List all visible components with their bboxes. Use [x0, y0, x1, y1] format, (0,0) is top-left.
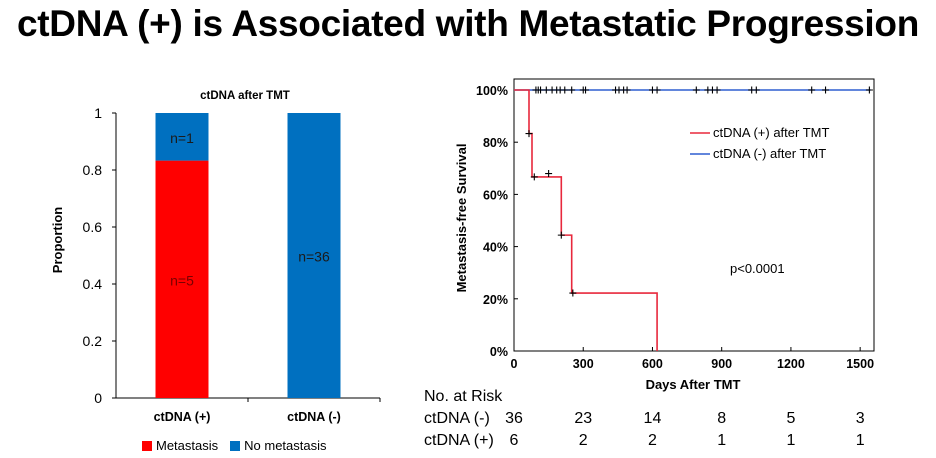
km-x-tick-label: 600 [642, 357, 663, 371]
km-censor-mark [808, 86, 816, 94]
km-censor-mark [561, 86, 569, 94]
km-line-ctdna-pos [514, 89, 658, 351]
km-x-tick-label: 900 [711, 357, 732, 371]
km-y-axis-label: Metastasis-free Survival [454, 144, 469, 293]
bar-y-axis-label: Proportion [50, 207, 65, 273]
km-censor-mark [545, 170, 553, 178]
bar-chart: ctDNA after TMT Proportion 0 0.2 0.4 0.6 0.8… [50, 90, 381, 424]
legend-item-no-metastasis: No metastasis [230, 438, 327, 453]
km-censor-mark [822, 86, 830, 94]
bar-data-label: n=1 [170, 130, 194, 146]
km-censor-mark [582, 86, 590, 94]
risk-row-label-neg: ctDNA (-) [424, 410, 490, 427]
legend-swatch-no-metastasis [230, 440, 241, 451]
risk-count: 1 [786, 432, 796, 449]
km-censor-mark [557, 231, 565, 239]
km-censor-mark [865, 86, 873, 94]
risk-count: 1 [855, 432, 865, 449]
km-y-tick-label: 0% [490, 345, 508, 359]
km-y-tick-label: 20% [483, 293, 508, 307]
km-y-tick-label: 80% [483, 136, 508, 150]
km-y-tick-label: 100% [476, 84, 508, 98]
km-x-axis-label: Days After TMT [646, 377, 741, 392]
km-censor-mark [525, 130, 533, 138]
bar-category-label: ctDNA (+) [154, 410, 211, 424]
risk-count: 8 [717, 410, 727, 427]
risk-row-label-pos: ctDNA (+) [424, 432, 494, 449]
bar-y-tick-label: 0.6 [83, 219, 103, 235]
km-y-tick-label: 60% [483, 188, 508, 202]
bar-data-label: n=36 [298, 249, 330, 265]
risk-count: 1 [717, 432, 727, 449]
risk-count: 6 [509, 432, 519, 449]
km-chart: Metastasis-free Survival Days After TMT … [454, 78, 875, 392]
bar-segment-no-metastasis [287, 113, 341, 398]
p-value-annotation: p<0.0001 [730, 261, 785, 276]
km-censor-mark [569, 289, 577, 297]
km-legend: ctDNA (+) after TMT ctDNA (-) after TMT [690, 125, 829, 161]
bar-chart-legend: Metastasis No metastasis [142, 438, 339, 453]
km-censor-mark [692, 86, 700, 94]
risk-count: 5 [786, 410, 796, 427]
bar-data-label: n=5 [170, 272, 194, 288]
risk-count: 2 [648, 432, 657, 449]
risk-count: 36 [505, 410, 523, 427]
legend-swatch-metastasis [142, 440, 152, 451]
risk-count: 3 [855, 410, 865, 427]
bar-y-tick-label: 0.4 [83, 276, 103, 292]
legend-label-ctdna-neg: ctDNA (-) after TMT [713, 146, 826, 161]
km-censor-mark [530, 173, 538, 181]
risk-count: 2 [578, 432, 588, 449]
km-censor-mark [653, 86, 661, 94]
legend-label-ctdna-pos: ctDNA (+) after TMT [713, 125, 829, 140]
bar-chart-title: ctDNA after TMT [200, 90, 290, 102]
risk-count: 14 [643, 410, 662, 427]
km-censor-mark [623, 86, 631, 94]
slide-title: ctDNA (+) is Associated with Metastatic … [16, 3, 920, 44]
km-censor-mark [568, 86, 576, 94]
km-x-tick-label: 0 [511, 357, 518, 371]
legend-label-metastasis: Metastasis [156, 438, 219, 453]
km-x-tick-label: 1200 [777, 357, 805, 371]
legend-label-no-metastasis: No metastasis [244, 438, 327, 453]
bar-segment-no-metastasis [155, 113, 209, 161]
km-x-tick-label: 1500 [846, 357, 874, 371]
legend-item-metastasis: Metastasis [142, 438, 218, 453]
km-y-tick-label: 40% [483, 241, 508, 255]
bar-y-tick-label: 0 [94, 390, 102, 406]
km-x-tick-label: 300 [573, 357, 594, 371]
km-censor-mark [752, 86, 760, 94]
bar-y-tick-label: 0.8 [83, 162, 103, 178]
bar-category-label: ctDNA (-) [287, 410, 341, 424]
risk-count: 23 [574, 410, 593, 427]
bar-y-tick-label: 1 [94, 105, 102, 121]
bar-segment-metastasis [155, 160, 209, 398]
km-censor-mark [713, 86, 721, 94]
bar-y-tick-label: 0.2 [83, 333, 103, 349]
risk-table-header: No. at Risk [424, 388, 503, 405]
km-plot-frame [513, 78, 875, 352]
